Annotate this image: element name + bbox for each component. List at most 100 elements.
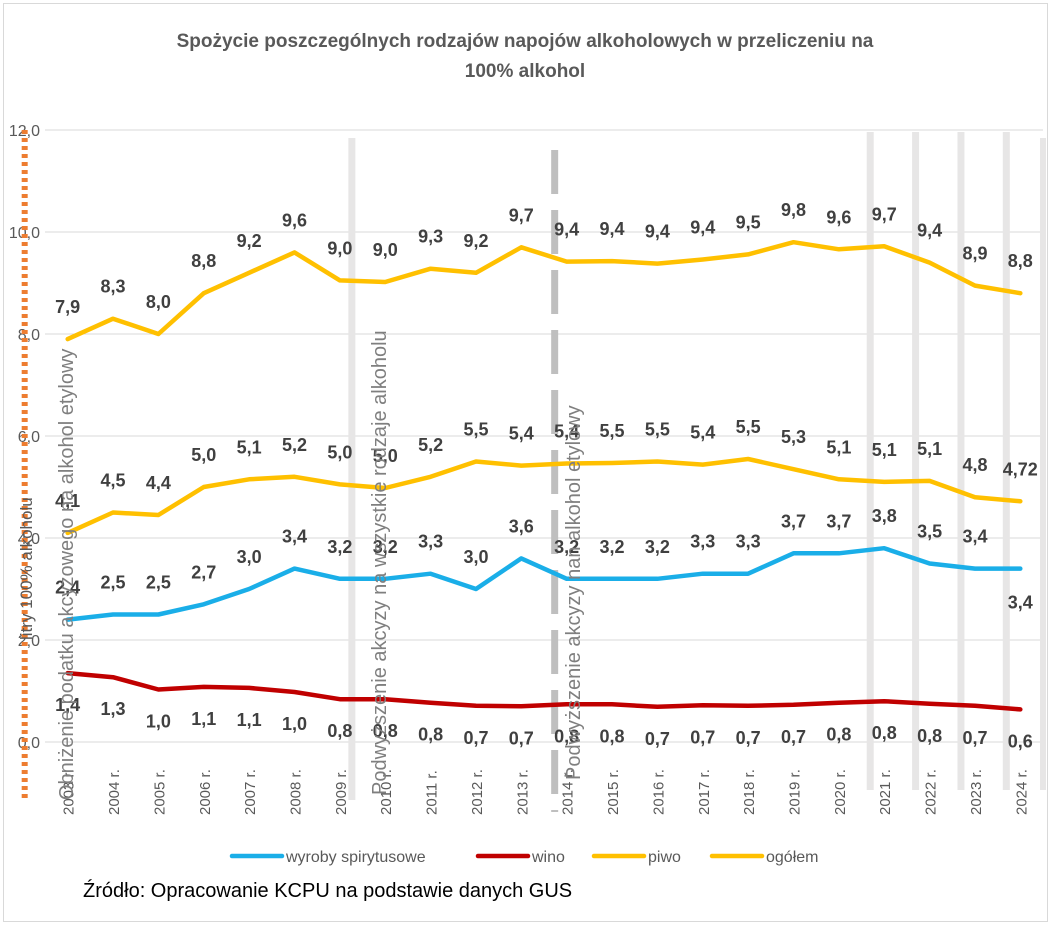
data-label: 0,7	[645, 729, 670, 749]
x-tick-label: 2007 r.	[242, 769, 259, 815]
data-label: 7,9	[55, 297, 80, 317]
event-annotation-text: Podwyższenie akcyzy nan alkohol etylowy	[563, 405, 585, 780]
data-label: 2,7	[191, 562, 216, 582]
data-label: 3,8	[872, 506, 897, 526]
x-tick-label: 2018 r.	[741, 769, 758, 815]
chart-title-line1: Spożycie poszczególnych rodzajów napojów…	[176, 31, 874, 52]
data-label: 5,5	[645, 420, 670, 440]
data-label: 9,3	[418, 227, 443, 247]
data-label: 5,1	[917, 439, 942, 459]
data-label: 3,2	[600, 537, 625, 557]
y-tick-label: 4,0	[18, 531, 40, 548]
data-label: 0,7	[781, 727, 806, 747]
data-label: 5,5	[600, 421, 625, 441]
data-label: 2,5	[146, 573, 171, 593]
x-tick-label: 2008 r.	[288, 769, 305, 815]
data-label: 0,7	[962, 728, 987, 748]
y-axis-title: litry 100% alkoholu	[17, 497, 36, 640]
data-label: 0,8	[418, 725, 443, 745]
x-tick-label: 2017 r.	[696, 769, 713, 815]
series-line	[65, 545, 1023, 622]
x-tick-label: 2014 r.	[560, 769, 577, 815]
legend-label: piwo	[648, 849, 681, 866]
data-label: 1,4	[55, 695, 80, 715]
series-line	[65, 239, 1023, 342]
x-tick-label: 2021 r.	[877, 769, 894, 815]
chart-title-line2: 100% alkohol	[464, 61, 586, 82]
data-label: 3,7	[781, 511, 806, 531]
data-label: 0,6	[1008, 731, 1033, 751]
source-note: Źródło: Opracowanie KCPU na podstawie da…	[83, 880, 573, 902]
data-label: 5,4	[509, 424, 534, 444]
data-label: 3,3	[736, 532, 761, 552]
x-tick-label: 2019 r.	[787, 769, 804, 815]
event-annotation-text: Podwyższenie akcyzy na wszystkie rodzaje…	[369, 330, 391, 795]
data-label: 4,4	[146, 473, 171, 493]
legend-label: wino	[531, 849, 565, 866]
data-label: 3,4	[282, 527, 307, 547]
data-label: 5,1	[872, 440, 897, 460]
data-label: 8,8	[191, 251, 216, 271]
data-label: 5,5	[736, 417, 761, 437]
data-label: 2,5	[101, 573, 126, 593]
data-label: 3,2	[327, 537, 352, 557]
data-label: 9,0	[373, 240, 398, 260]
x-tick-label: 2004 r.	[106, 769, 123, 815]
data-label: 3,6	[509, 516, 534, 536]
data-label: 3,2	[554, 537, 579, 557]
data-label: 5,2	[282, 435, 307, 455]
x-tick-label: 2020 r.	[832, 769, 849, 815]
x-tick-label: 2005 r.	[151, 769, 168, 815]
data-label: 5,1	[826, 437, 851, 457]
data-label: 1,1	[191, 709, 216, 729]
data-label: 8,3	[101, 277, 126, 297]
legend-label: wyroby spirytusowe	[285, 849, 426, 866]
data-label: 4,8	[962, 455, 987, 475]
data-label: 0,8	[554, 726, 579, 746]
data-label: 8,9	[962, 244, 987, 264]
data-label: 9,5	[736, 212, 761, 232]
data-label: 5,0	[191, 445, 216, 465]
data-label: 1,0	[146, 711, 171, 731]
x-tick-label: 2015 r.	[605, 769, 622, 815]
x-tick-label: 2023 r.	[968, 769, 985, 815]
y-tick-label: 6,0	[18, 429, 40, 446]
x-tick-label: 2003 r.	[61, 769, 78, 815]
data-label: 9,4	[645, 222, 670, 242]
data-label: 0,8	[327, 721, 352, 741]
data-label: 0,7	[509, 728, 534, 748]
data-label: 3,0	[237, 547, 262, 567]
data-label: 3,3	[418, 532, 443, 552]
data-label: 5,4	[690, 423, 715, 443]
x-tick-label: 2013 r.	[514, 769, 531, 815]
data-label: 9,0	[327, 238, 352, 258]
data-label: 9,6	[282, 210, 307, 230]
event-annotation-text: Obniżenie podatku akcyzowego na alkohol …	[56, 349, 78, 800]
data-label: 4,5	[101, 471, 126, 491]
data-label: 9,7	[509, 205, 534, 225]
data-label: 5,4	[554, 422, 579, 442]
x-tick-label: 2011 r.	[424, 770, 441, 815]
data-label: 1,1	[237, 710, 262, 730]
data-label: 9,2	[237, 231, 262, 251]
data-label: 0,8	[373, 721, 398, 741]
series-line	[65, 456, 1023, 536]
data-label: 8,8	[1008, 251, 1033, 271]
data-label: 0,8	[826, 725, 851, 745]
data-label: 9,4	[917, 221, 942, 241]
x-tick-label: 2006 r.	[197, 769, 214, 815]
x-tick-label: 2012 r.	[469, 769, 486, 815]
data-label: 4,72	[1003, 459, 1038, 479]
data-label: 9,4	[600, 219, 625, 239]
data-label: 0,8	[600, 726, 625, 746]
data-label: 3,7	[826, 511, 851, 531]
data-label: 0,8	[917, 726, 942, 746]
data-label: 9,6	[826, 207, 851, 227]
data-label: 3,4	[1008, 593, 1033, 613]
y-tick-label: 8,0	[18, 327, 40, 344]
data-label: 9,7	[872, 204, 897, 224]
data-label: 0,7	[690, 727, 715, 747]
data-label: 1,3	[101, 699, 126, 719]
data-label: 0,7	[463, 728, 488, 748]
